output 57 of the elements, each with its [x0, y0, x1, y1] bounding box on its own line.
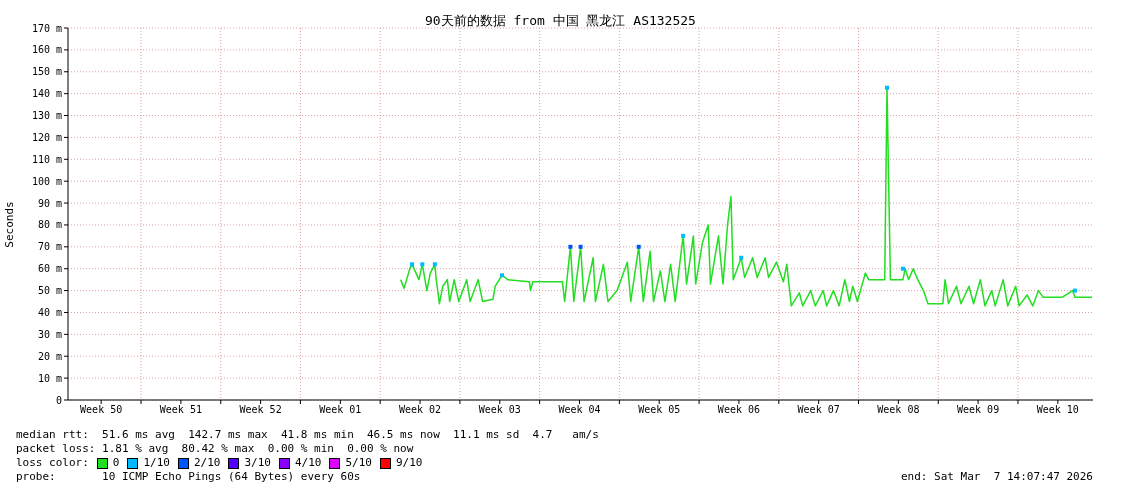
- text: end: Sat Mar 7 14:07:47 2026: [900, 470, 1093, 484]
- y-tick-label: 0: [55, 394, 62, 406]
- x-tick-label: Week 08: [877, 404, 920, 416]
- point: [568, 244, 573, 249]
- point: [420, 262, 425, 267]
- y-tick-label: 60 m: [37, 263, 62, 275]
- x-tick-label: Week 06: [717, 404, 761, 416]
- x-tick-label: Week 04: [558, 404, 601, 416]
- y-tick-label: 120 m: [31, 131, 62, 143]
- legend-label: 9/10: [395, 456, 423, 470]
- y-axis-title: Seconds: [2, 201, 16, 248]
- x-tick-label: Week 07: [797, 404, 840, 416]
- y-tick-label: 70 m: [37, 241, 62, 253]
- point: [681, 233, 686, 238]
- point: [500, 273, 505, 278]
- y-tick-label: 140 m: [31, 88, 62, 100]
- y-tick-label: 10 m: [37, 372, 62, 384]
- y-tick-label: 80 m: [37, 219, 62, 231]
- text: packet loss: 1.81 % avg 80.42 % max 0.00 % min 0.00 % now: [16, 442, 415, 456]
- x-tick-label: Week 51: [159, 404, 202, 416]
- chart-title: 90天前的数据 from 中国 黑龙江 AS132525: [425, 13, 696, 28]
- point: [900, 266, 905, 271]
- legend-label: 4/10: [294, 456, 322, 470]
- legend-label: 5/10: [345, 456, 372, 470]
- x-tick-label: Week 09: [957, 404, 1000, 416]
- point: [636, 244, 641, 249]
- x-tick-label: Week 50: [80, 404, 123, 416]
- point: [432, 262, 437, 267]
- y-tick-label: 40 m: [37, 307, 62, 319]
- point: [1072, 288, 1077, 293]
- legend-label: 1/10: [143, 456, 170, 470]
- y-tick-label: 130 m: [31, 110, 62, 122]
- point: [410, 262, 415, 267]
- y-tick-label: 20 m: [37, 350, 62, 362]
- text: probe: 10 ICMP Echo Pings (64 Bytes) every 60s: [16, 470, 361, 484]
- y-tick-label: 110 m: [31, 153, 62, 165]
- y-tick-label: 150 m: [31, 66, 62, 78]
- y-tick-label: 170 m: [31, 22, 62, 34]
- legend-title: loss color:: [16, 456, 89, 470]
- text: median rtt: 51.6 ms avg 142.7 ms max 41.8 ms min 46.5 ms now 11.1 ms sd 4.7 am/s: [16, 428, 600, 442]
- x-tick-label: Week 02: [398, 404, 442, 416]
- y-tick-label: 100 m: [31, 175, 62, 187]
- point: [578, 244, 583, 249]
- y-tick-label: 30 m: [37, 328, 62, 340]
- x-tick-label: Week 01: [319, 404, 362, 416]
- y-tick-label: 90 m: [37, 197, 62, 209]
- y-tick-label: 50 m: [37, 285, 62, 297]
- x-tick-label: Week 10: [1036, 404, 1079, 416]
- point: [739, 255, 744, 260]
- legend-label: 3/10: [244, 456, 271, 470]
- x-tick-label: Week 52: [239, 404, 282, 416]
- x-tick-label: Week 05: [638, 404, 681, 416]
- y-tick-label: 160 m: [31, 44, 62, 56]
- x-tick-label: Week 03: [478, 404, 521, 416]
- legend-label: 0: [112, 456, 120, 470]
- legend-label: 2/10: [193, 456, 221, 470]
- point: [885, 85, 889, 90]
